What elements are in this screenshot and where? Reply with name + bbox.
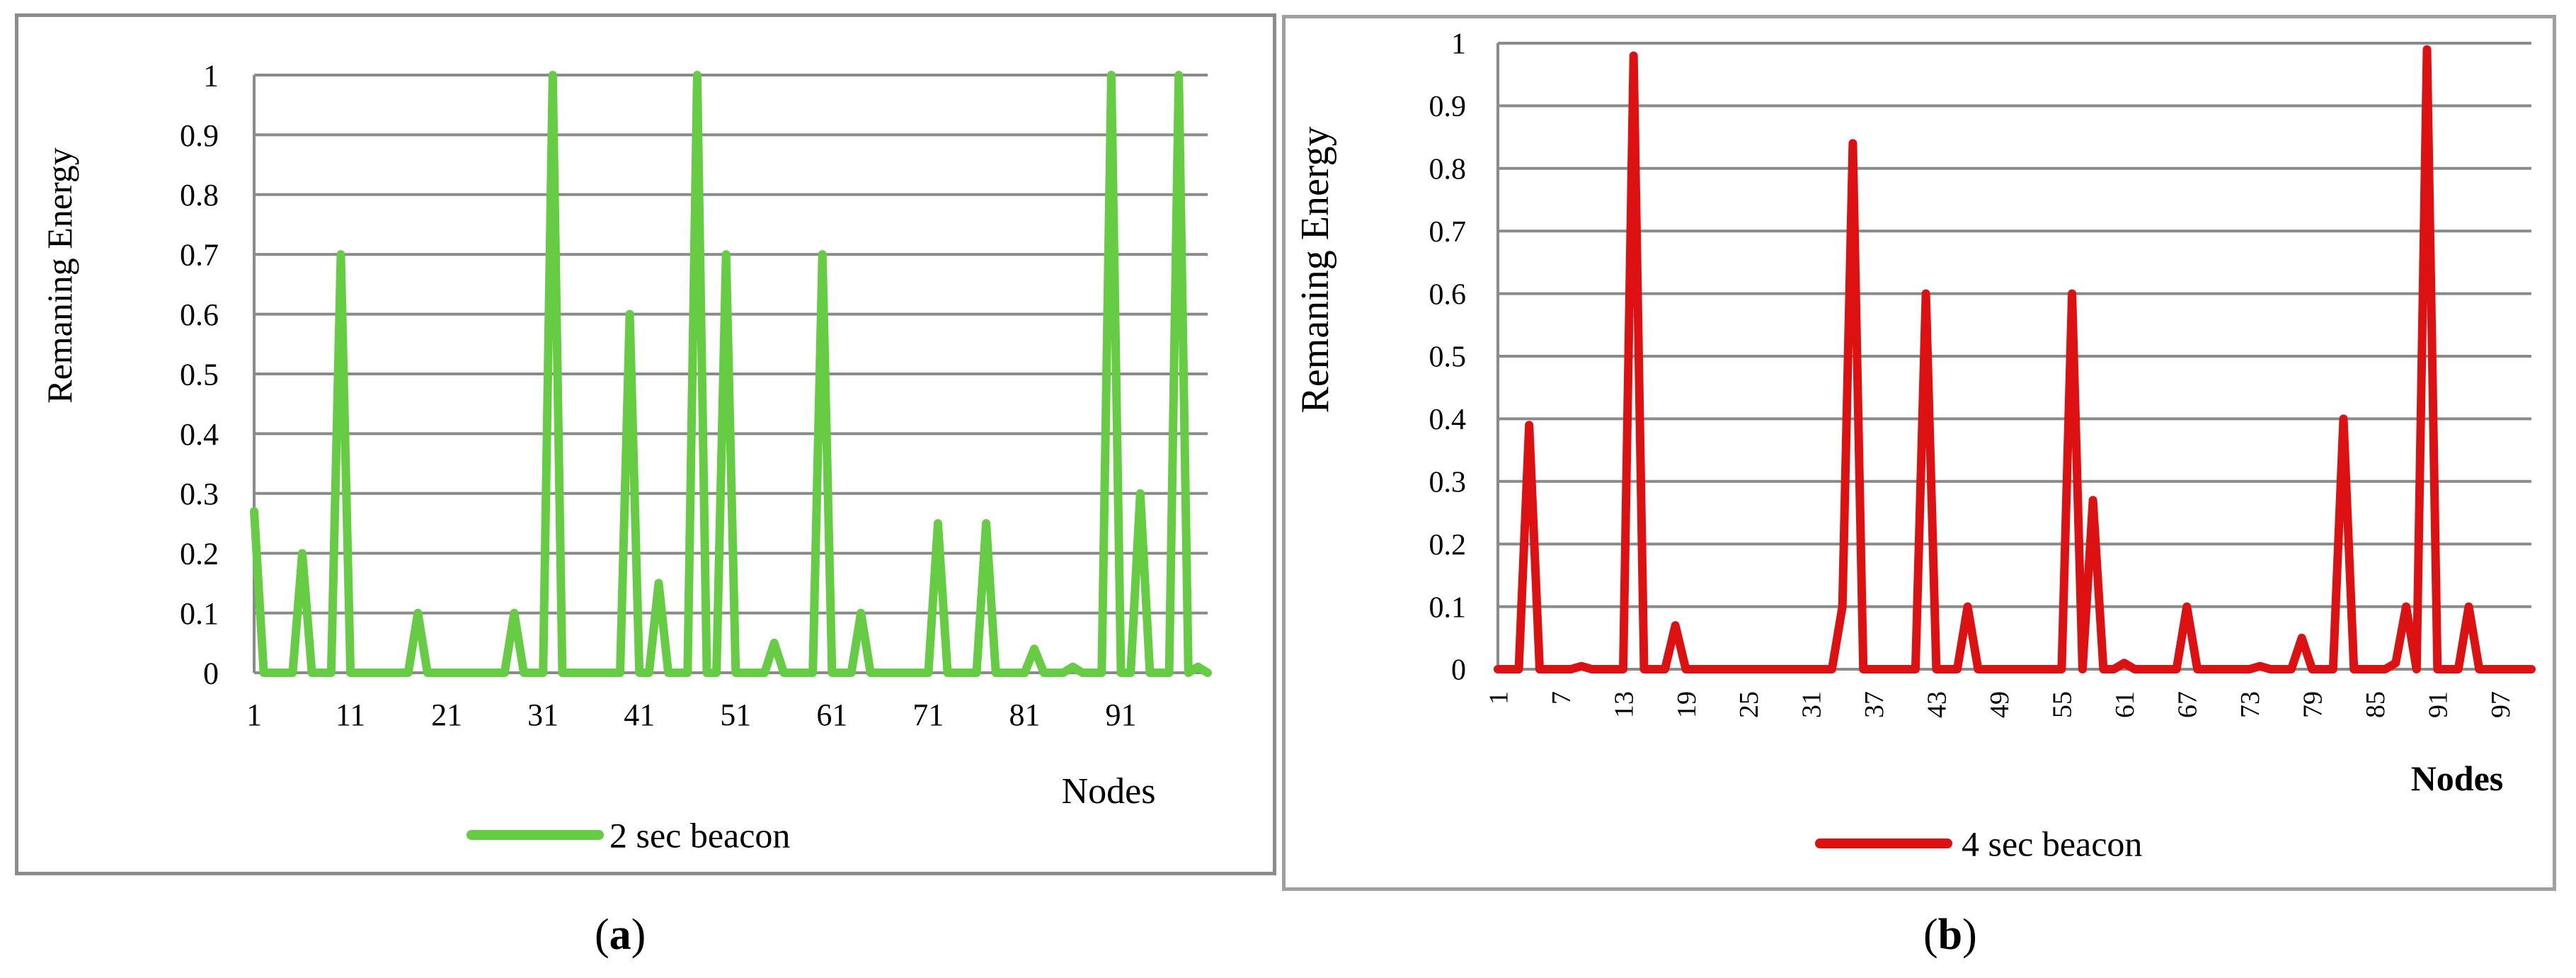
y-tick-label: 0.8 (180, 178, 219, 212)
legend-label: 2 sec beacon (609, 816, 790, 855)
x-tick-label: 91 (2424, 691, 2454, 718)
y-tick-label: 0.5 (1429, 341, 1467, 374)
chart-panel-a: 0 0.1 0.2 0.3 0.4 0.5 0.6 0.7 0.8 0.9 1 1 11 21 31 41 51… (15, 13, 1276, 875)
x-tick-label: 1 (246, 698, 262, 732)
chart-panel-b: 0 0.1 0.2 0.3 0.4 0.5 0.6 0.7 0.8 0.9 1 1 7 13 19 25 31 3… (1282, 15, 2556, 891)
y-axis-title: Remaning Energy (1293, 127, 1337, 414)
y-tick-label: 0.3 (1429, 467, 1467, 499)
caption-a-letter: a (609, 911, 631, 959)
legend-label: 4 sec beacon (1962, 824, 2142, 864)
caption-b-letter: b (1937, 911, 1963, 959)
caption-b: (b) (1923, 911, 1977, 959)
y-tick-label: 0.4 (1429, 404, 1467, 436)
series-line (1494, 45, 2536, 673)
x-tick-label: 43 (1923, 691, 1952, 718)
x-tick-label: 55 (2048, 691, 2078, 718)
y-tick-label: 0.8 (1429, 154, 1467, 186)
y-tick-label: 0.7 (180, 238, 219, 273)
y-tick-label: 0.4 (180, 417, 219, 452)
caption-a: (a) (595, 911, 646, 959)
y-tick-label: 0.1 (1429, 591, 1467, 624)
x-tick-label: 81 (1009, 698, 1040, 732)
x-tick-label: 61 (816, 698, 847, 732)
y-tick-label: 0.1 (180, 596, 219, 631)
x-tick-label: 79 (2299, 691, 2328, 718)
y-tick-label: 1 (1451, 28, 1466, 61)
x-tick-label: 11 (336, 698, 365, 732)
x-tick-label: 61 (2110, 691, 2140, 718)
x-tick-label: 31 (1797, 691, 1827, 718)
y-tick-label: 0.6 (1429, 278, 1467, 311)
x-tick-label: 7 (1547, 691, 1576, 705)
y-tick-label: 0.7 (1429, 216, 1467, 249)
y-axis-title: Remaning Energy (40, 147, 79, 404)
x-tick-label: 41 (624, 698, 655, 732)
x-tick-label: 49 (1985, 691, 2015, 718)
y-tick-label: 0.9 (1429, 91, 1467, 123)
y-tick-label: 1 (203, 58, 219, 93)
x-tick-label: 51 (720, 698, 751, 732)
x-axis-title: Nodes (1062, 771, 1156, 812)
x-tick-label: 91 (1106, 698, 1137, 732)
x-tick-label: 73 (2236, 691, 2265, 718)
x-tick-label: 31 (527, 698, 559, 732)
x-axis-title: Nodes (2411, 758, 2504, 798)
y-tick-label: 0 (1451, 654, 1466, 687)
y-tick-label: 0.2 (1429, 529, 1467, 562)
y-tick-label: 0.9 (180, 118, 219, 153)
y-tick-label: 0 (203, 656, 219, 690)
y-tick-label: 0.2 (180, 537, 219, 572)
x-tick-label: 21 (431, 698, 462, 732)
series-line (250, 71, 1212, 677)
chart-b-svg: 0 0.1 0.2 0.3 0.4 0.5 0.6 0.7 0.8 0.9 1 1 7 13 19 25 31 3… (1293, 28, 2536, 864)
x-tick-label: 25 (1734, 691, 1764, 718)
x-tick-label: 1 (1484, 691, 1513, 705)
chart-a-svg: 00.10.20.30.40.50.60.70.80.911 11 21 31 41 51… (40, 58, 1212, 855)
x-tick-label: 67 (2173, 691, 2203, 718)
x-tick-label: 13 (1609, 691, 1639, 718)
y-tick-label: 0.5 (180, 357, 219, 392)
x-tick-label: 97 (2486, 691, 2516, 718)
x-tick-label: 85 (2361, 691, 2391, 718)
x-tick-label: 71 (912, 698, 944, 732)
x-tick-label: 37 (1860, 691, 1889, 718)
y-tick-label: 0.6 (180, 297, 219, 332)
y-tick-label: 0.3 (180, 477, 219, 511)
x-tick-label: 19 (1672, 691, 1702, 718)
